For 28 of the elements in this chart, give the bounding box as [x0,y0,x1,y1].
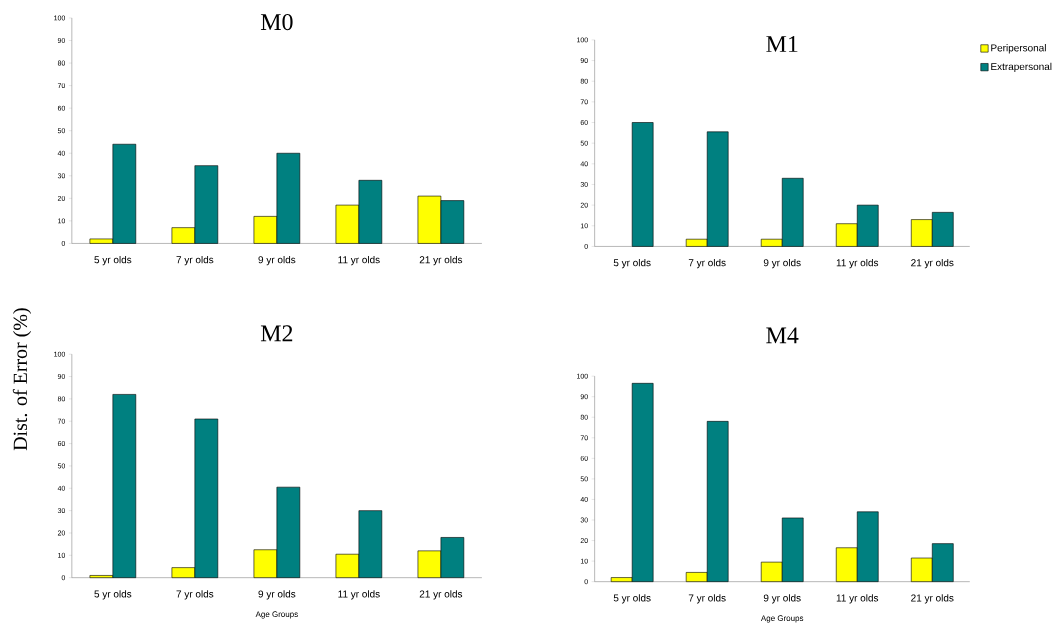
x-tick-label: 7 yr olds [176,256,214,266]
x-tick-label: 11 yr olds [836,259,879,269]
x-tick-label: 7 yr olds [688,259,726,269]
x-tick-label: 7 yr olds [688,594,726,604]
x-tick-label: 9 yr olds [258,590,296,600]
bar [631,122,654,247]
legend-label: Extrapersonal [991,63,1052,73]
x-tick-label: 9 yr olds [763,594,801,604]
x-tick-label: 11 yr olds [338,256,380,266]
y-axis-title: Dist. of Error (%) [12,308,32,451]
x-tick-label: 5 yr olds [613,259,651,269]
x-tick-label: 9 yr olds [258,256,296,266]
x-tick-label: 5 yr olds [94,256,132,266]
x-tick-label: 21 yr olds [419,590,463,600]
x-tick-label: 11 yr olds [836,594,879,604]
legend-label: Peripersonal [991,44,1046,54]
chart-title: M4 [766,327,799,344]
chart-title: M2 [260,325,293,342]
x-tick-label: 5 yr olds [613,594,651,604]
x-tick-label: 7 yr olds [176,590,214,600]
x-tick-label: 21 yr olds [419,256,463,266]
chart-title: M0 [260,14,293,31]
x-tick-label: 21 yr olds [911,594,954,604]
x-tick-label: 5 yr olds [94,590,132,600]
x-tick-label: 9 yr olds [763,259,801,269]
chart-title: M1 [766,36,798,53]
x-tick-label: 11 yr olds [338,590,380,600]
x-tick-label: 21 yr olds [911,259,954,269]
